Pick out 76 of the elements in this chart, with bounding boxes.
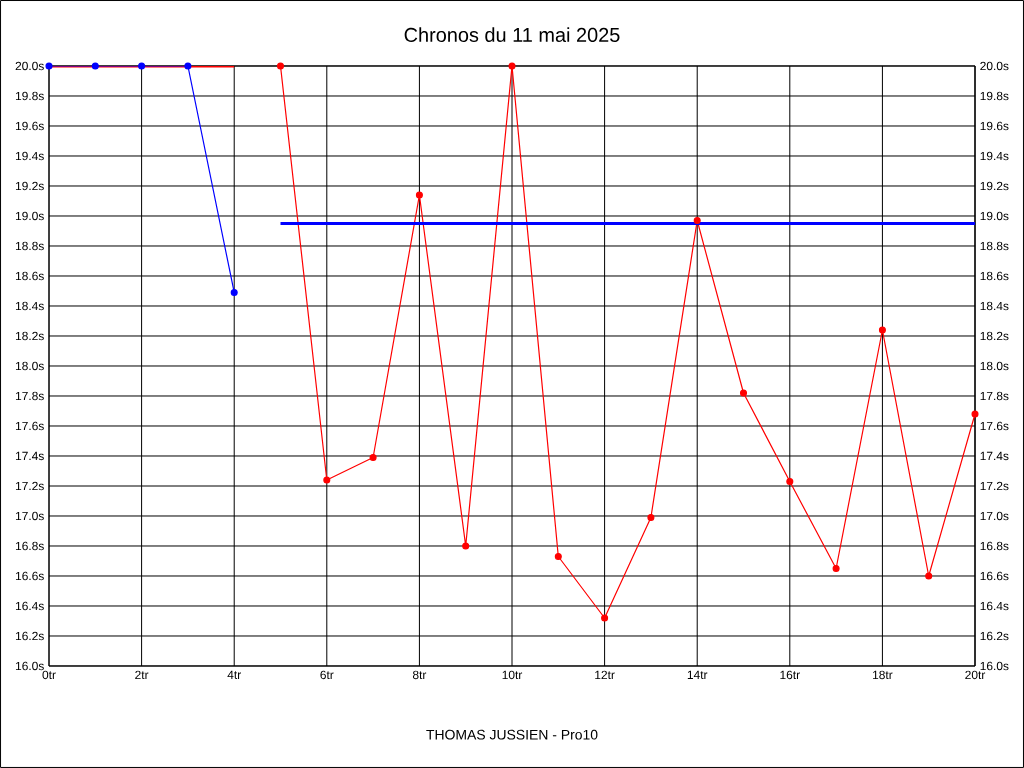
point bbox=[971, 410, 979, 418]
y2-tick-label: 18.2s bbox=[980, 331, 1009, 341]
y-tick-label: 19.4s bbox=[15, 151, 44, 161]
y-tick-label: 16.8s bbox=[15, 541, 44, 551]
y2-tick-label: 17.8s bbox=[980, 391, 1009, 401]
y2-tick-label: 18.6s bbox=[980, 271, 1009, 281]
y-tick-label: 19.6s bbox=[15, 121, 44, 131]
x-tick-label: 2tr bbox=[135, 670, 149, 680]
y2-tick-label: 18.8s bbox=[980, 241, 1009, 251]
y-tick-label: 19.0s bbox=[15, 211, 44, 221]
point bbox=[739, 389, 748, 397]
text: THOMAS JUSSIEN - Pro10 bbox=[426, 729, 598, 740]
x-tick-label: 10tr bbox=[502, 670, 523, 680]
y-tick-label: 16.6s bbox=[15, 571, 44, 581]
y2-tick-label: 16.8s bbox=[980, 541, 1009, 551]
y-tick-label: 18.8s bbox=[15, 241, 44, 251]
y2-tick-label: 18.0s bbox=[980, 361, 1009, 371]
y2-tick-label: 19.6s bbox=[980, 121, 1009, 131]
point bbox=[925, 572, 933, 580]
x-tick-label: 16tr bbox=[780, 670, 800, 680]
y2-tick-label: 17.4s bbox=[980, 451, 1009, 461]
point bbox=[462, 542, 470, 550]
x-tick-label: 4tr bbox=[227, 670, 241, 679]
y-tick-label: 16.0s bbox=[15, 661, 44, 671]
x-tick-label: 12tr bbox=[595, 670, 615, 680]
x-tick-label: 20tr bbox=[965, 670, 986, 680]
chart-title: Chronos du 11 mai 2025 bbox=[404, 27, 620, 42]
y2-tick-label: 19.8s bbox=[980, 91, 1009, 101]
point bbox=[91, 62, 99, 70]
x-tick-label: 6tr bbox=[320, 670, 334, 680]
y-tick-label: 19.8s bbox=[15, 91, 44, 101]
point bbox=[138, 62, 146, 70]
y2-tick-label: 16.2s bbox=[980, 631, 1009, 641]
point bbox=[647, 513, 655, 522]
point bbox=[554, 552, 562, 561]
y-tick-label: 16.2s bbox=[15, 631, 44, 641]
y-tick-label: 16.4s bbox=[15, 601, 44, 611]
y-tick-label: 19.2s bbox=[15, 181, 44, 191]
y-tick-label: 17.0s bbox=[15, 511, 44, 521]
point bbox=[415, 191, 423, 199]
point bbox=[878, 326, 886, 334]
point bbox=[786, 477, 794, 486]
point bbox=[601, 614, 609, 622]
y2-tick-label: 17.2s bbox=[980, 481, 1009, 491]
point bbox=[45, 62, 53, 70]
y-tick-label: 17.4s bbox=[15, 451, 44, 461]
y2-tick-label: 19.0s bbox=[980, 211, 1009, 221]
y-tick-label: 17.8s bbox=[15, 391, 44, 401]
point bbox=[369, 453, 377, 462]
y2-tick-label: 18.4s bbox=[980, 301, 1009, 311]
y2-tick-label: 16.6s bbox=[980, 571, 1009, 581]
y2-tick-label: 17.0s bbox=[980, 511, 1009, 521]
x-tick-label: 18tr bbox=[873, 670, 893, 680]
y-tick-label: 18.4s bbox=[15, 301, 44, 311]
point bbox=[276, 62, 285, 70]
y2-tick-label: 17.6s bbox=[980, 421, 1009, 431]
point bbox=[230, 288, 238, 297]
y-tick-label: 18.2s bbox=[15, 331, 44, 341]
x-tick-label: 8tr bbox=[412, 670, 427, 680]
point bbox=[323, 476, 331, 484]
point bbox=[693, 216, 701, 225]
y-tick-label: 20.0s bbox=[15, 61, 44, 71]
point bbox=[832, 564, 840, 573]
y-tick-label: 18.0s bbox=[15, 361, 44, 371]
point bbox=[184, 62, 192, 70]
y2-tick-label: 19.4s bbox=[980, 151, 1009, 161]
x-tick-label: 14tr bbox=[687, 670, 708, 679]
y-tick-label: 17.2s bbox=[15, 481, 44, 491]
y2-tick-label: 20.0s bbox=[980, 61, 1009, 71]
y-tick-label: 18.6s bbox=[15, 271, 44, 281]
point bbox=[508, 62, 516, 70]
y-tick-label: 17.6s bbox=[15, 421, 44, 431]
y2-tick-label: 16.0s bbox=[980, 661, 1009, 671]
y2-tick-label: 16.4s bbox=[980, 601, 1009, 611]
x-tick-label: 0tr bbox=[42, 670, 56, 680]
y2-tick-label: 19.2s bbox=[980, 181, 1009, 191]
